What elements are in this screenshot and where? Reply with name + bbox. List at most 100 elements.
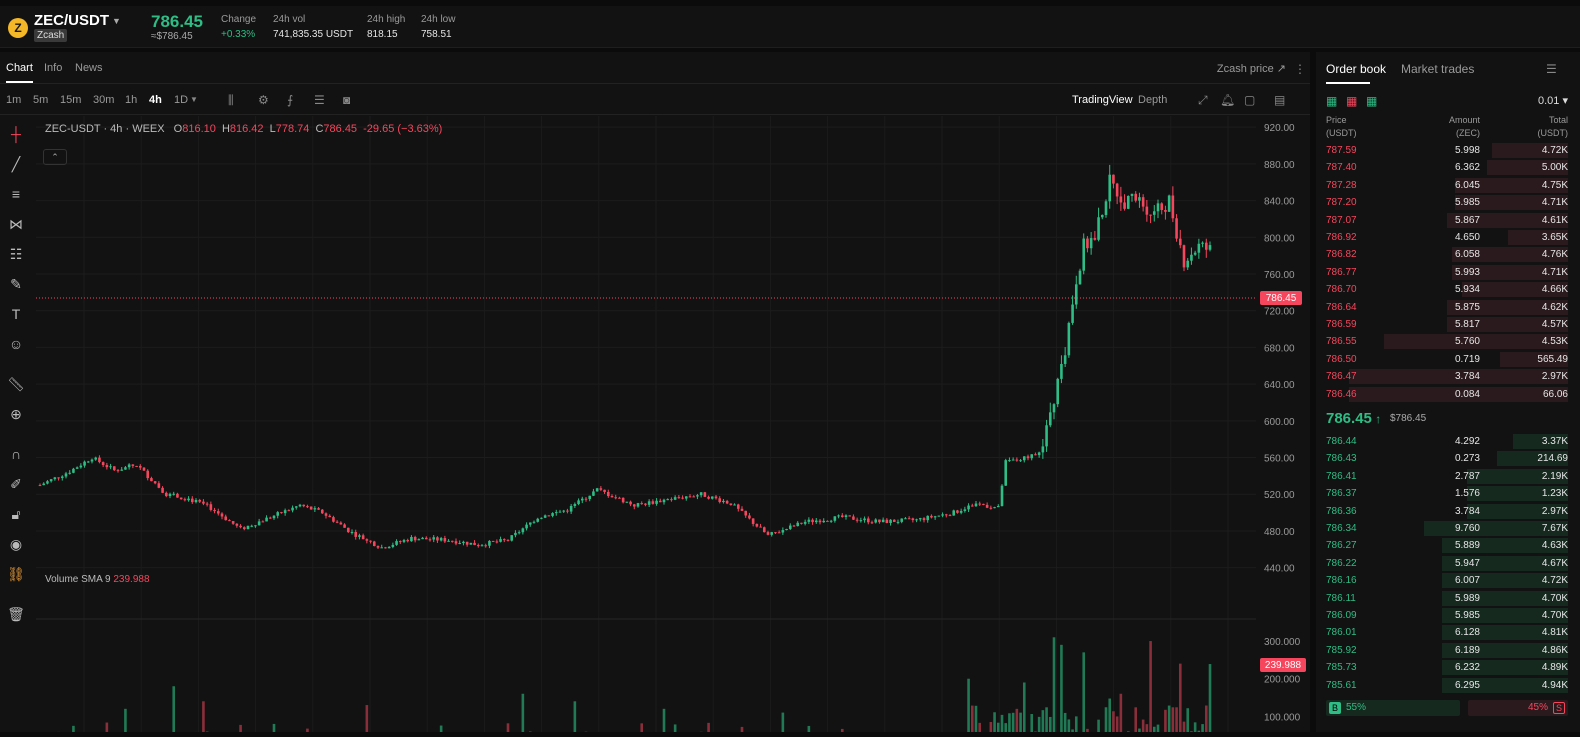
ruler-icon[interactable]: 📏︎ xyxy=(6,374,26,394)
timeframe-4h[interactable]: 4h xyxy=(149,94,162,106)
volume-bar xyxy=(1201,724,1204,732)
view-both-icon[interactable]: ▦ xyxy=(1326,94,1337,108)
tab-chart[interactable]: Chart xyxy=(6,62,33,74)
tab-info[interactable]: Info xyxy=(44,62,62,74)
tab-order-book[interactable]: Order book xyxy=(1326,62,1386,76)
tab-news[interactable]: News xyxy=(75,62,103,74)
view-depth[interactable]: Depth xyxy=(1138,94,1167,106)
candle-body xyxy=(782,530,785,532)
candle-body xyxy=(715,497,718,499)
collapse-legend-button[interactable]: ⌃ xyxy=(43,149,67,165)
row-total: 66.06 xyxy=(1543,389,1568,400)
timeframe-1h[interactable]: 1h xyxy=(125,94,137,106)
candle-body xyxy=(1090,238,1093,248)
link-icon[interactable]: ⛓ xyxy=(6,564,26,584)
view-asks-icon[interactable]: ▦ xyxy=(1346,94,1357,108)
view-bids-icon[interactable]: ▦ xyxy=(1366,94,1377,108)
view-tradingview[interactable]: TradingView xyxy=(1072,94,1133,106)
emoji-icon[interactable]: ☺ xyxy=(6,334,26,354)
candle-body xyxy=(600,488,603,490)
alert-icon[interactable]: 🔔︎ xyxy=(1220,93,1235,107)
chevron-down-icon[interactable]: ▼ xyxy=(112,16,121,26)
settings-icon[interactable]: ⚙ xyxy=(258,93,269,107)
candle-body xyxy=(113,466,116,470)
layout-icon[interactable]: ▢ xyxy=(1244,93,1255,107)
tab-market-trades[interactable]: Market trades xyxy=(1401,62,1474,76)
crosshair-icon[interactable]: ┼ xyxy=(6,124,26,144)
chevron-down-icon[interactable]: ▼ xyxy=(190,95,198,104)
candlestick-chart[interactable]: 440.00480.00520.00560.00600.00640.00680.… xyxy=(0,116,1310,732)
trash-icon[interactable]: 🗑︎ xyxy=(6,604,26,624)
zoom-in-icon[interactable]: ⊕ xyxy=(6,404,26,424)
fullscreen-icon[interactable]: ⤢ xyxy=(1198,93,1208,108)
row-total: 4.71K xyxy=(1542,197,1568,208)
lock-icon[interactable]: 🔓︎ xyxy=(6,504,26,524)
candle-body xyxy=(273,516,276,518)
template-icon[interactable]: ☰ xyxy=(314,93,325,107)
precision-select[interactable]: 0.01 ▾ xyxy=(1538,94,1568,107)
timeframe-5m[interactable]: 5m xyxy=(33,94,48,106)
timeframe-15m[interactable]: 15m xyxy=(60,94,81,106)
pair-selector[interactable]: ZEC/USDT xyxy=(34,12,109,29)
timeframe-1d[interactable]: 1D xyxy=(174,94,188,106)
volume-bar xyxy=(1175,707,1178,732)
volume-tick-label: 200.000 xyxy=(1264,675,1301,686)
candle-body xyxy=(284,510,287,513)
camera-icon[interactable]: ◙ xyxy=(343,93,350,107)
timeframe-1m[interactable]: 1m xyxy=(6,94,21,106)
candle-body xyxy=(481,545,484,546)
orderbook-settings-icon[interactable]: ☰ xyxy=(1546,62,1557,76)
text-icon[interactable]: T xyxy=(6,304,26,324)
candle-body xyxy=(1209,245,1212,250)
timeframe-30m[interactable]: 30m xyxy=(93,94,114,106)
more-icon[interactable]: ⋮ xyxy=(1294,62,1306,76)
trend-line-icon[interactable]: ╱ xyxy=(6,154,26,174)
pattern-icon[interactable]: ⋈ xyxy=(6,214,26,234)
candle-body xyxy=(262,521,265,522)
fib-icon[interactable]: ☷ xyxy=(6,244,26,264)
candle-body xyxy=(444,538,447,541)
magnet-icon[interactable]: ∩ xyxy=(6,444,26,464)
indicators-icon[interactable]: ⨍ xyxy=(287,93,293,107)
layout-split-icon[interactable]: ▤ xyxy=(1274,93,1285,107)
volume-bar xyxy=(1149,641,1152,732)
candle-body xyxy=(919,518,922,519)
brush-icon[interactable]: ✎ xyxy=(6,274,26,294)
horizontal-lines-icon[interactable]: ≡ xyxy=(6,184,26,204)
coin-price-link[interactable]: Zcash price ↗ xyxy=(1217,62,1286,75)
draw-pen-icon[interactable]: ✐ xyxy=(6,474,26,494)
candle-type-icon[interactable]: ⫼ xyxy=(228,93,234,108)
eye-icon[interactable]: ◉ xyxy=(6,534,26,554)
